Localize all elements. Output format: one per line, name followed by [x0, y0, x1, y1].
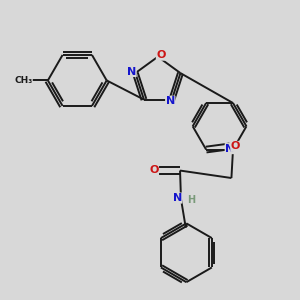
Text: O: O	[149, 165, 158, 175]
Text: O: O	[156, 50, 166, 60]
Text: N: N	[127, 67, 136, 76]
Text: O: O	[231, 141, 240, 152]
Text: N: N	[172, 193, 182, 203]
Text: N: N	[225, 144, 235, 154]
Text: H: H	[188, 195, 196, 205]
Text: CH₃: CH₃	[14, 76, 32, 85]
Text: N: N	[166, 96, 175, 106]
